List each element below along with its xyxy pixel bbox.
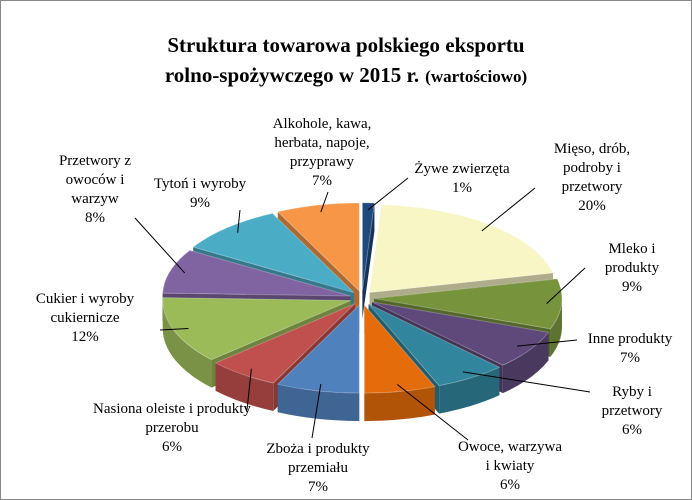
leader-line [246, 368, 252, 411]
chart-title-suffix: (wartościowo) [425, 67, 527, 86]
slice [368, 303, 501, 387]
slice-label: Inne produkty 7% [575, 330, 685, 368]
leader-line [159, 327, 189, 331]
leader-line [311, 383, 322, 439]
slice [276, 202, 360, 293]
value-label: 7% [312, 173, 332, 189]
slice-label: Przetwory z owoców i warzyw 8% [45, 152, 145, 228]
leader-line [462, 371, 591, 393]
category-label: Owoce, warzywa i kwiaty [457, 439, 563, 474]
value-label: 6% [162, 439, 182, 455]
value-label: 20% [578, 198, 606, 214]
chart-title-line: rolno-spożywczego w 2015 r. [165, 63, 419, 87]
slice [369, 204, 554, 294]
leader-line [481, 187, 536, 232]
leader-line [546, 267, 586, 305]
value-label: 1% [452, 180, 472, 196]
slice-label: Owoce, warzywa i kwiaty 6% [455, 438, 565, 495]
slice [361, 202, 376, 291]
slice-side [364, 386, 435, 422]
category-label: Mleko i produkty [604, 241, 660, 276]
slice-side [277, 384, 360, 422]
category-label: Żywe zwierzęta [414, 161, 510, 177]
category-label: Nasiona oleiste i produkty przerobu [93, 401, 251, 436]
slice [162, 249, 351, 297]
slice [363, 303, 436, 394]
value-label: 9% [622, 279, 642, 295]
value-label: 6% [500, 477, 520, 493]
leader-line [134, 217, 186, 274]
value-label: 6% [622, 422, 642, 438]
slice-side [502, 332, 549, 394]
slice-label: Mięso, drób, podroby i przetwory 20% [537, 140, 647, 216]
leader-line [367, 177, 409, 211]
slice-cut [362, 202, 375, 319]
slice-side [162, 300, 212, 388]
slice-label: Żywe zwierzęta 1% [397, 160, 527, 198]
leader-line [516, 339, 578, 347]
slice-side [439, 367, 500, 414]
slice-label: Alkohole, kawa, herbata, napoje, przypra… [267, 115, 377, 191]
value-label: 9% [190, 195, 210, 211]
category-label: Ryby i przetwory [601, 384, 663, 419]
slice [373, 278, 563, 330]
slice [214, 303, 356, 384]
slice [192, 212, 355, 294]
slice [276, 303, 360, 394]
slice-label: Ryby i przetwory 6% [592, 383, 672, 440]
category-label: Mięso, drób, podroby i przetwory [553, 141, 631, 195]
slice-label: Tytoń i wyroby 9% [145, 175, 255, 213]
leader-line [320, 191, 329, 213]
slice-label: Nasiona oleiste i produkty przerobu 6% [92, 400, 252, 457]
slice-side [215, 362, 274, 412]
value-label: 8% [85, 210, 105, 226]
chart-title: Struktura towarowa polskiego eksportu [167, 33, 525, 57]
slice-label: Zboża i produkty przemiału 7% [253, 440, 383, 497]
category-label: Tytoń i wyroby [153, 176, 247, 192]
slice [371, 301, 550, 366]
value-label: 7% [308, 479, 328, 495]
category-label: Alkohole, kawa, herbata, napoje, przypra… [272, 116, 372, 170]
category-label: Zboża i produkty przemiału [266, 441, 370, 476]
category-label: Przetwory z owoców i warzyw [58, 153, 132, 207]
value-label: 7% [620, 350, 640, 366]
slice-label: Mleko i produkty 9% [592, 240, 672, 297]
slice [162, 297, 351, 361]
value-label: 12% [71, 329, 99, 345]
leader-line [237, 209, 241, 233]
slice-label: Cukier i wyroby cukiernicze 12% [10, 290, 160, 347]
category-label: Cukier i wyroby cukiernicze [35, 291, 135, 326]
chart-title: rolno-spożywczego w 2015 r. (wartościowo) [165, 63, 527, 87]
category-label: Inne produkty [587, 331, 673, 347]
leader-line [397, 384, 469, 441]
